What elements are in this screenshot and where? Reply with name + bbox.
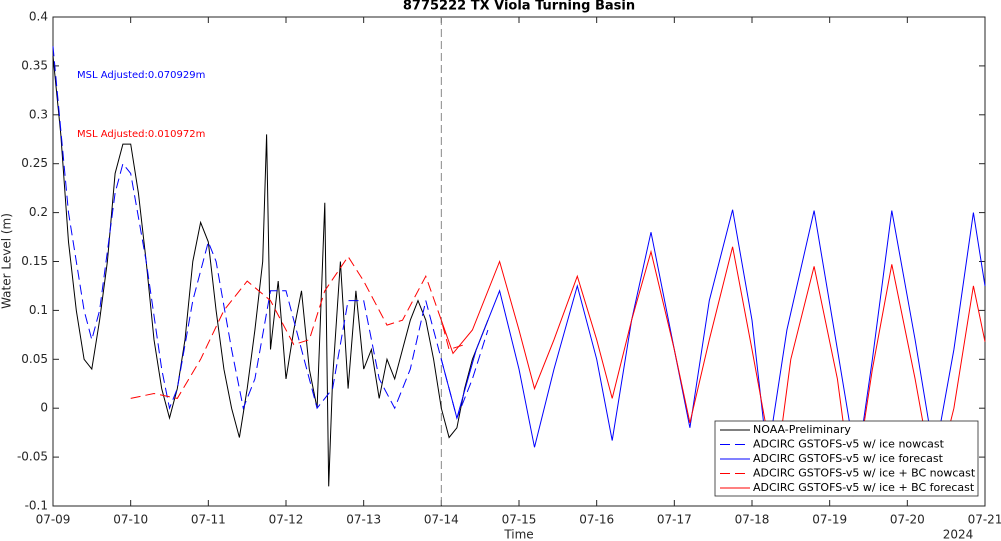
x-tick-label: 07-09 (36, 513, 71, 527)
y-tick-label: 0.3 (29, 107, 48, 121)
series-line (440, 246, 986, 497)
x-tick-label: 07-19 (812, 513, 847, 527)
y-tick-label: 0.35 (21, 58, 48, 72)
y-tick-label: 0.4 (29, 10, 48, 24)
chart-title: 8775222 TX Viola Turning Basin (403, 0, 635, 14)
x-tick-label: 07-10 (113, 513, 148, 527)
y-tick-label: 0.15 (21, 254, 48, 268)
series-line (130, 255, 465, 399)
x-tick-label: 07-17 (657, 513, 692, 527)
x-axis-label: Time (503, 528, 533, 541)
x-tick-label: 07-11 (191, 513, 226, 527)
legend-label: ADCIRC GSTOFS-v5 w/ ice + BC nowcast (753, 467, 976, 480)
legend-label: ADCIRC GSTOFS-v5 w/ ice forecast (753, 452, 944, 465)
y-tick-label: 0.1 (29, 303, 48, 317)
legend-label: ADCIRC GSTOFS-v5 w/ ice nowcast (753, 438, 945, 451)
legend-label: ADCIRC GSTOFS-v5 w/ ice + BC forecast (753, 481, 975, 494)
x-tick-label: 07-20 (890, 513, 925, 527)
x-tick-label: 07-13 (346, 513, 381, 527)
x-tick-label: 07-15 (502, 513, 537, 527)
y-axis-label: Water Level (m) (0, 213, 14, 309)
x-tick-label: 07-16 (579, 513, 614, 527)
y-tick-label: 0.2 (29, 205, 48, 219)
legend-box (714, 420, 979, 497)
y-tick-label: 0.25 (21, 156, 48, 170)
y-tick-label: -0.1 (25, 499, 48, 513)
y-tick-label: 0 (40, 401, 48, 415)
legend-label: NOAA-Preliminary (753, 423, 851, 436)
annotation: MSL Adjusted:0.070929m (77, 70, 205, 81)
y-tick-label: 0.05 (21, 352, 48, 366)
series-line (52, 46, 489, 420)
x-tick-label: 07-21 (968, 513, 1001, 527)
series-line (440, 209, 986, 467)
y-tick-label: -0.05 (17, 450, 48, 464)
annotation: MSL Adjusted:0.010972m (77, 129, 205, 140)
x-tick-label: 07-12 (269, 513, 304, 527)
x-secondary-label: 2024 (943, 528, 974, 541)
series-line (52, 56, 489, 487)
x-tick-label: 07-18 (735, 513, 770, 527)
x-tick-label: 07-14 (424, 513, 459, 527)
